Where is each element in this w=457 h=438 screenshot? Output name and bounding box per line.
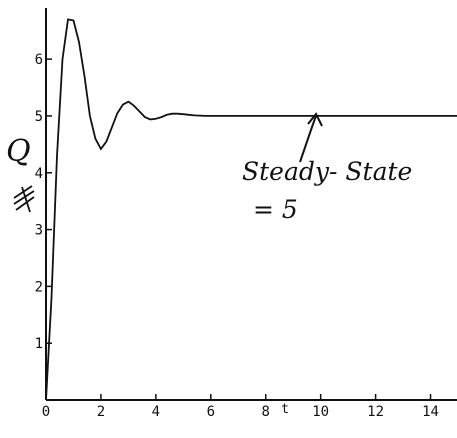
annotation-steady-state: Steady- State — [242, 157, 412, 186]
annotation-arrow-head — [307, 112, 323, 127]
x-tick-label: 2 — [97, 404, 105, 420]
scribble-mark — [13, 185, 35, 213]
annotation-equals-five: = 5 — [253, 195, 298, 224]
y-tick-label: 3 — [35, 223, 43, 239]
y-axis-title: Q — [6, 134, 31, 169]
y-tick-label: 1 — [35, 336, 43, 352]
x-ticks: 0 2 4 6 8 10 12 14 — [42, 394, 439, 420]
y-tick-label: 4 — [35, 166, 43, 182]
y-tick-label: 5 — [35, 109, 43, 125]
x-tick-label: 14 — [422, 404, 439, 420]
x-tick-label: 10 — [312, 404, 329, 420]
y-tick-label: 2 — [35, 279, 43, 295]
annotation-arrow-shaft — [299, 115, 317, 163]
x-tick-label: 8 — [262, 404, 270, 420]
x-axis-title: t — [281, 402, 289, 417]
x-tick-label: 4 — [152, 404, 160, 420]
x-tick-label: 6 — [207, 404, 215, 420]
y-tick-label: 6 — [35, 52, 43, 68]
series-line — [45, 18, 457, 401]
x-tick-label: 0 — [42, 404, 50, 420]
x-tick-label: 12 — [367, 404, 384, 420]
y-ticks: 1 2 3 4 5 6 — [35, 52, 52, 352]
